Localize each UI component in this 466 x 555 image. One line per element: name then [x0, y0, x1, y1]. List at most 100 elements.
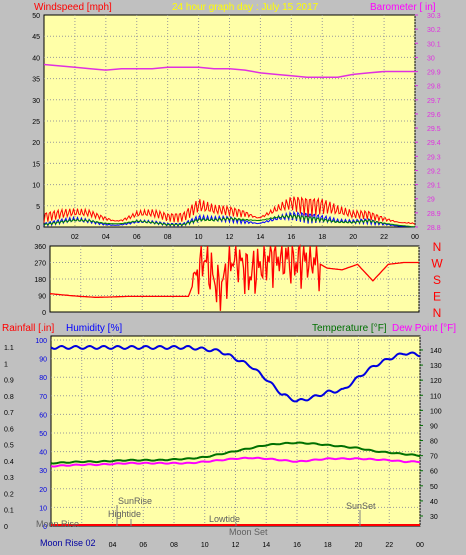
humidity-ticks: 0 10 20 30 40 50 60 70 80 90 100 [35, 338, 47, 531]
barometer-line [43, 63, 415, 78]
rainfall-tick-label: 0.4 [4, 459, 14, 466]
direction-ticks: 0 90 180 270 360 [34, 244, 46, 317]
barometer-tick-label: 30.2 [427, 27, 441, 34]
rainfall-tick-label: 0.5 [4, 443, 14, 450]
direction-tick-label: 180 [34, 277, 46, 284]
temperature-axis-label: Temperature [°F] [312, 323, 387, 334]
rainfall-axis-label: Rainfall [.in] [2, 323, 54, 334]
lowtide-label: Lowtide [209, 514, 240, 524]
barometer-tick-label: 29.9 [427, 70, 441, 77]
barometer-tick-label: 29.7 [427, 98, 441, 105]
rainfall-tick-label: 1.1 [4, 345, 14, 352]
wind-time-tick-label: 14 [257, 234, 265, 241]
hightide-label: Hightide [108, 509, 141, 519]
rainfall-tick-label: 0.6 [4, 426, 14, 433]
rainfall-tick-label: 0 [4, 524, 8, 531]
barometer-tick-label: 29.2 [427, 168, 441, 175]
temperature-tick-label: 120 [430, 378, 442, 385]
rainfall-tick-label: 0.2 [4, 491, 14, 498]
barometer-tick-label: 30 [427, 55, 435, 62]
temp-time-tick-label: 20 [355, 542, 363, 549]
temperature-tick-label: 130 [430, 363, 442, 370]
temperature-tick-label: 80 [430, 439, 438, 446]
moon-rise-bottom-label: Moon Rise 02 [40, 538, 96, 548]
wind-direction-line [49, 243, 419, 311]
temperature-tick-label: 90 [430, 423, 438, 430]
barometer-tick-label: 30.1 [427, 41, 441, 48]
barometer-tick-label: 29.8 [427, 84, 441, 91]
temp-time-tick-label: 14 [262, 542, 270, 549]
windspeed-tick-label: 15 [32, 161, 40, 168]
barometer-ticks: 28.8 28.9 29 29.1 29.2 29.3 29.4 29.5 29.6 29.7 29… [415, 13, 441, 232]
wind-direction-series [49, 243, 419, 311]
compass-label: N [433, 306, 442, 320]
compass-label: W [431, 257, 443, 271]
windspeed-tick-label: 50 [32, 13, 40, 20]
direction-tick-label: 0 [42, 310, 46, 317]
humidity-line [50, 344, 421, 403]
windspeed-tick-label: 35 [32, 77, 40, 84]
barometer-axis-label: Barometer [ in] [370, 2, 436, 13]
direction-tick-label: 90 [38, 294, 46, 301]
temperature-ticks: 30 40 50 60 70 80 90 100 110 120 130 140 [420, 348, 442, 521]
windspeed-axis-label: Windspeed [mph] [34, 2, 112, 13]
windspeed-tick-label: 10 [32, 183, 40, 190]
rainfall-ticks: 0 0.1 0.2 0.3 0.4 0.5 0.6 0.7 0.8 0.9 1 1.1 [4, 345, 14, 531]
wind-time-tick-label: 08 [164, 234, 172, 241]
rainfall-tick-label: 1 [4, 361, 8, 368]
wind-time-tick-label: 10 [195, 234, 203, 241]
wind-average-line [43, 214, 416, 228]
humidity-tick-label: 60 [39, 412, 47, 419]
barometer-tick-label: 29.1 [427, 183, 441, 190]
rainfall-tick-label: 0.9 [4, 378, 14, 385]
compass-label: E [433, 290, 441, 304]
wind-time-tick-label: 06 [133, 234, 141, 241]
compass-label: S [433, 273, 441, 287]
wind-time-tick-label: 22 [380, 234, 388, 241]
wind-time-tick-label: 02 [71, 234, 79, 241]
dewpoint-axis-label: Dew Point [°F] [392, 323, 456, 334]
windspeed-tick-label: 25 [32, 119, 40, 126]
graph-title: 24 hour graph day : July 15 2017 [172, 2, 319, 13]
temp-time-tick-label: 10 [201, 542, 209, 549]
humidity-tick-label: 90 [39, 357, 47, 364]
temperature-tick-label: 70 [430, 454, 438, 461]
direction-tick-label: 270 [34, 261, 46, 268]
barometer-tick-label: 28.9 [427, 211, 441, 218]
wind-time-tick-label: 18 [318, 234, 326, 241]
wind-time-tick-label: 12 [226, 234, 234, 241]
temperature-tick-label: 30 [430, 514, 438, 521]
temp-time-ticks: 04 06 08 10 12 14 16 18 20 22 00 [109, 542, 424, 549]
rainfall-tick-label: 0.7 [4, 410, 14, 417]
wind-time-ticks: 02 04 06 08 10 12 14 16 18 20 22 00 [71, 234, 419, 241]
temp-time-tick-label: 12 [232, 542, 240, 549]
rainfall-tick-label: 0.3 [4, 475, 14, 482]
temperature-tick-label: 100 [430, 408, 442, 415]
windspeed-tick-label: 5 [36, 204, 40, 211]
barometer-tick-label: 29.5 [427, 126, 441, 133]
humidity-tick-label: 70 [39, 394, 47, 401]
windspeed-tick-label: 0 [36, 225, 40, 232]
wind-time-tick-label: 00 [411, 234, 419, 241]
temp-hum-plot-area [50, 335, 421, 527]
astro-markers [116, 505, 361, 526]
humidity-tick-label: 10 [39, 505, 47, 512]
temperature-tick-label: 140 [430, 348, 442, 355]
windspeed-tick-label: 45 [32, 34, 40, 41]
temperature-tick-label: 40 [430, 499, 438, 506]
windspeed-tick-label: 40 [32, 55, 40, 62]
humidity-tick-label: 20 [39, 487, 47, 494]
compass-label: N [433, 240, 442, 254]
humidity-tick-label: 40 [39, 450, 47, 457]
temperature-tick-label: 60 [430, 469, 438, 476]
direction-tick-label: 360 [34, 244, 46, 251]
wind-baro-series [43, 63, 416, 228]
rainfall-tick-label: 0.8 [4, 394, 14, 401]
moon-rise-label: Moon Rise [36, 519, 79, 529]
wind-gust-line [43, 196, 416, 225]
humidity-tick-label: 0 [43, 524, 47, 531]
